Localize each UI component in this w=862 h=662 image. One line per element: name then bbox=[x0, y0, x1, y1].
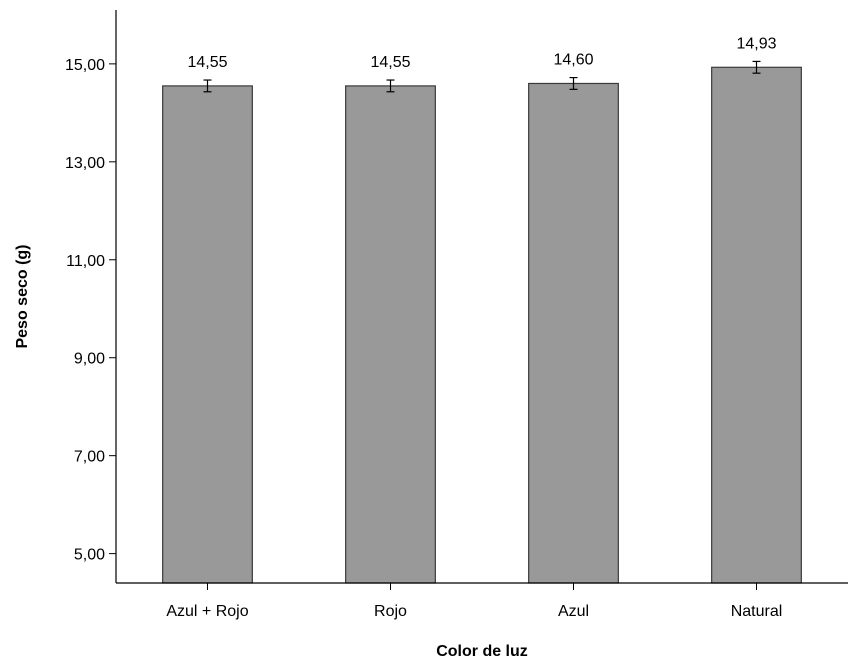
y-axis-title: Peso seco (g) bbox=[14, 244, 31, 348]
data-labels: 14,55 14,55 14,60 14,93 bbox=[187, 35, 776, 71]
y-tick-label: 7,00 bbox=[74, 449, 105, 466]
y-tick-label: 11,00 bbox=[66, 253, 105, 270]
x-axis-ticks: Azul + Rojo Rojo Azul Natural bbox=[166, 583, 782, 620]
y-tick-label: 9,00 bbox=[74, 351, 105, 368]
error-bar bbox=[569, 76, 578, 90]
bar bbox=[345, 85, 436, 584]
y-tick-label: 15,00 bbox=[65, 57, 105, 74]
x-tick-label: Natural bbox=[731, 603, 783, 620]
x-tick-label: Rojo bbox=[374, 603, 407, 620]
data-label: 14,55 bbox=[187, 54, 227, 71]
x-tick-label: Azul bbox=[558, 603, 589, 620]
bar bbox=[162, 85, 253, 584]
data-label: 14,55 bbox=[370, 54, 410, 71]
y-tick-label: 5,00 bbox=[74, 547, 105, 564]
error-bars bbox=[203, 60, 761, 93]
data-label: 14,93 bbox=[736, 35, 776, 52]
data-label: 14,60 bbox=[553, 52, 593, 69]
error-bar bbox=[752, 60, 761, 74]
error-bar bbox=[386, 79, 395, 93]
bar bbox=[528, 82, 619, 584]
error-bar bbox=[203, 79, 212, 93]
x-tick-label: Azul + Rojo bbox=[166, 603, 248, 620]
y-tick-label: 13,00 bbox=[65, 155, 105, 172]
y-axis-ticks: 5,00 7,00 9,00 11,00 13,00 15,00 bbox=[65, 57, 116, 564]
bars bbox=[162, 66, 802, 584]
bar bbox=[711, 66, 802, 584]
x-axis-title: Color de luz bbox=[436, 643, 528, 660]
